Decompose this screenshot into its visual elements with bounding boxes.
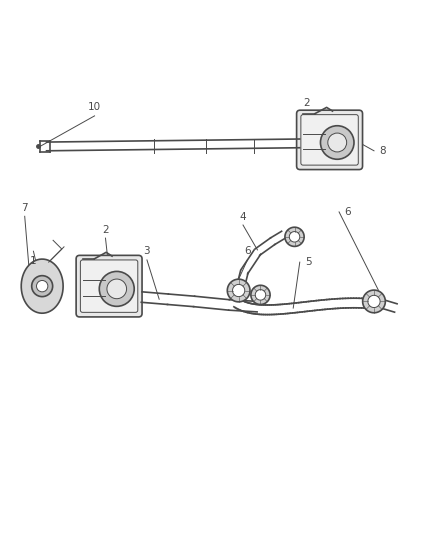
FancyBboxPatch shape — [81, 260, 138, 312]
Polygon shape — [227, 279, 250, 302]
Circle shape — [99, 271, 134, 306]
Polygon shape — [251, 285, 270, 304]
Polygon shape — [21, 259, 63, 313]
Circle shape — [36, 280, 48, 292]
Polygon shape — [290, 231, 300, 242]
Polygon shape — [368, 295, 380, 308]
Text: 7: 7 — [21, 203, 28, 213]
Text: 8: 8 — [379, 146, 386, 156]
Text: 5: 5 — [305, 257, 312, 267]
Polygon shape — [233, 285, 245, 297]
Polygon shape — [255, 289, 266, 300]
Text: 4: 4 — [240, 212, 246, 222]
Text: 6: 6 — [344, 207, 351, 217]
Text: 10: 10 — [88, 102, 101, 112]
Polygon shape — [285, 227, 304, 246]
Circle shape — [321, 126, 354, 159]
Text: 2: 2 — [102, 224, 109, 235]
Text: 3: 3 — [144, 246, 150, 256]
Text: 2: 2 — [303, 98, 310, 108]
Text: 8: 8 — [87, 262, 93, 272]
Circle shape — [107, 279, 127, 298]
Circle shape — [32, 276, 53, 297]
FancyBboxPatch shape — [301, 115, 358, 165]
Text: 1: 1 — [30, 256, 37, 265]
FancyBboxPatch shape — [76, 255, 142, 317]
FancyBboxPatch shape — [297, 110, 363, 169]
Polygon shape — [363, 290, 385, 313]
Circle shape — [328, 133, 346, 152]
Text: 6: 6 — [244, 246, 251, 256]
